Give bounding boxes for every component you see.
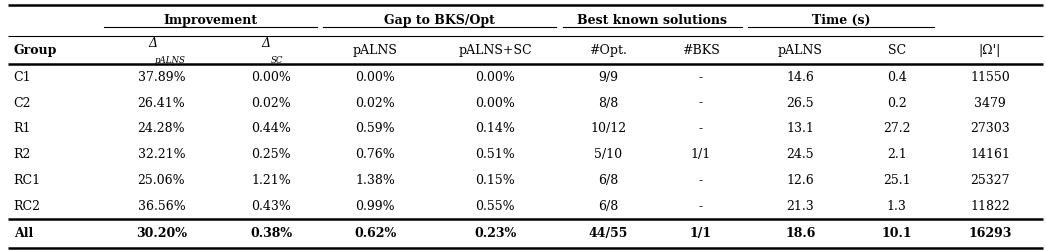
Text: 32.21%: 32.21% <box>138 148 185 161</box>
Text: #Opt.: #Opt. <box>589 44 628 57</box>
Text: 8/8: 8/8 <box>598 96 618 110</box>
Text: pALNS: pALNS <box>155 56 185 65</box>
Text: Group: Group <box>14 44 56 57</box>
Text: 0.99%: 0.99% <box>356 200 395 213</box>
Text: 14161: 14161 <box>970 148 1010 161</box>
Text: Δ: Δ <box>262 38 270 51</box>
Text: R1: R1 <box>14 122 31 135</box>
Text: 36.56%: 36.56% <box>137 200 185 213</box>
Text: 0.02%: 0.02% <box>251 96 291 110</box>
Text: 1/1: 1/1 <box>690 227 712 240</box>
Text: -: - <box>699 96 703 110</box>
Text: 11550: 11550 <box>971 71 1010 84</box>
Text: R2: R2 <box>14 148 31 161</box>
Text: 0.14%: 0.14% <box>475 122 515 135</box>
Text: #BKS: #BKS <box>682 44 720 57</box>
Text: 13.1: 13.1 <box>787 122 815 135</box>
Text: 0.43%: 0.43% <box>251 200 291 213</box>
Text: 24.28%: 24.28% <box>138 122 185 135</box>
Text: C1: C1 <box>14 71 31 84</box>
Text: 0.44%: 0.44% <box>251 122 291 135</box>
Text: SC: SC <box>271 56 283 65</box>
Text: 0.00%: 0.00% <box>251 71 291 84</box>
Text: 14.6: 14.6 <box>787 71 815 84</box>
Text: pALNS: pALNS <box>778 44 823 57</box>
Text: 37.89%: 37.89% <box>138 71 185 84</box>
Text: 25.06%: 25.06% <box>138 174 185 187</box>
Text: 2.1: 2.1 <box>887 148 907 161</box>
Text: Improvement: Improvement <box>163 14 257 27</box>
Text: 9/9: 9/9 <box>598 71 618 84</box>
Text: 10.1: 10.1 <box>882 227 912 240</box>
Text: 16293: 16293 <box>969 227 1011 240</box>
Text: 10/12: 10/12 <box>590 122 627 135</box>
Text: 27.2: 27.2 <box>883 122 910 135</box>
Text: 5/10: 5/10 <box>594 148 622 161</box>
Text: -: - <box>699 200 703 213</box>
Text: 0.15%: 0.15% <box>475 174 515 187</box>
Text: Best known solutions: Best known solutions <box>577 14 727 27</box>
Text: 24.5: 24.5 <box>787 148 814 161</box>
Text: 11822: 11822 <box>971 200 1010 213</box>
Text: 30.20%: 30.20% <box>136 227 187 240</box>
Text: 1/1: 1/1 <box>690 148 711 161</box>
Text: C2: C2 <box>14 96 31 110</box>
Text: RC1: RC1 <box>14 174 41 187</box>
Text: 0.76%: 0.76% <box>356 148 395 161</box>
Text: 18.6: 18.6 <box>786 227 816 240</box>
Text: SC: SC <box>888 44 906 57</box>
Text: pALNS: pALNS <box>353 44 397 57</box>
Text: -: - <box>699 122 703 135</box>
Text: All: All <box>14 227 32 240</box>
Text: 1.21%: 1.21% <box>251 174 291 187</box>
Text: 0.62%: 0.62% <box>355 227 396 240</box>
Text: 26.41%: 26.41% <box>137 96 185 110</box>
Text: pALNS+SC: pALNS+SC <box>458 44 532 57</box>
Text: 21.3: 21.3 <box>787 200 815 213</box>
Text: 0.00%: 0.00% <box>475 71 515 84</box>
Text: 44/55: 44/55 <box>589 227 628 240</box>
Text: -: - <box>699 174 703 187</box>
Text: |Ω'|: |Ω'| <box>979 44 1001 57</box>
Text: 6/8: 6/8 <box>598 174 618 187</box>
Text: 0.59%: 0.59% <box>356 122 395 135</box>
Text: 1.38%: 1.38% <box>356 174 395 187</box>
Text: 0.55%: 0.55% <box>475 200 515 213</box>
Text: 0.4: 0.4 <box>887 71 907 84</box>
Text: 25.1: 25.1 <box>883 174 910 187</box>
Text: 1.3: 1.3 <box>887 200 907 213</box>
Text: Gap to BKS/Opt: Gap to BKS/Opt <box>384 14 495 27</box>
Text: 0.23%: 0.23% <box>474 227 517 240</box>
Text: 3479: 3479 <box>974 96 1006 110</box>
Text: 0.51%: 0.51% <box>475 148 515 161</box>
Text: 0.25%: 0.25% <box>251 148 291 161</box>
Text: 25327: 25327 <box>971 174 1009 187</box>
Text: 0.00%: 0.00% <box>356 71 395 84</box>
Text: 0.02%: 0.02% <box>356 96 395 110</box>
Text: 26.5: 26.5 <box>787 96 814 110</box>
Text: RC2: RC2 <box>14 200 41 213</box>
Text: 0.00%: 0.00% <box>475 96 515 110</box>
Text: 6/8: 6/8 <box>598 200 618 213</box>
Text: Time (s): Time (s) <box>812 14 870 27</box>
Text: Δ: Δ <box>149 38 158 51</box>
Text: 0.38%: 0.38% <box>250 227 292 240</box>
Text: 12.6: 12.6 <box>787 174 815 187</box>
Text: -: - <box>699 71 703 84</box>
Text: 0.2: 0.2 <box>887 96 907 110</box>
Text: 27303: 27303 <box>971 122 1010 135</box>
